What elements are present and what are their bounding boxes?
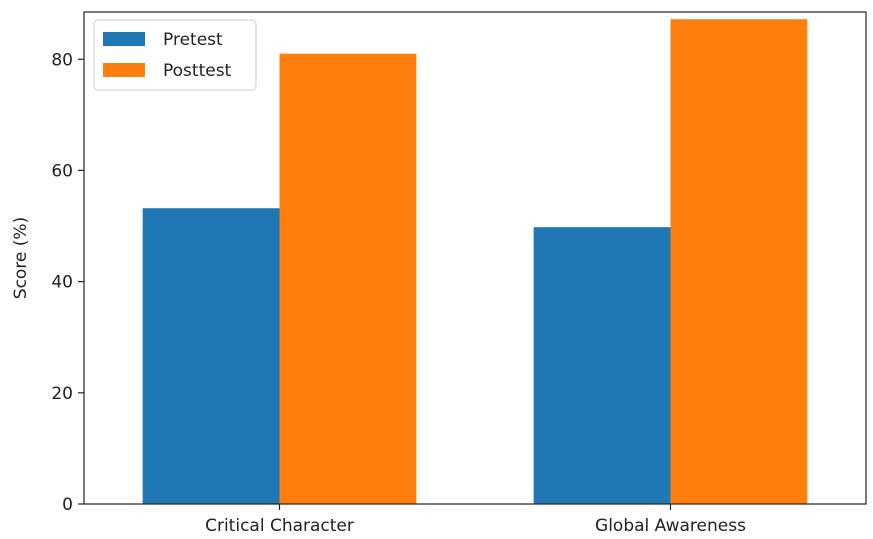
y-tick-label: 20: [51, 384, 73, 404]
y-axis-label: Score (%): [11, 217, 31, 299]
x-tick-label: Global Awareness: [595, 516, 746, 536]
y-axis-ticks: 0 20 40 60 80: [51, 50, 84, 515]
bars-layer: [142, 19, 808, 505]
bar-pretest-1: [533, 227, 671, 505]
y-tick-label: 0: [62, 495, 73, 515]
legend-label-posttest: Posttest: [163, 61, 232, 81]
bar-pretest-0: [142, 208, 280, 504]
legend-label-pretest: Pretest: [163, 30, 223, 50]
legend-swatch-pretest: [103, 32, 145, 46]
bar-posttest-1: [670, 19, 808, 505]
x-axis-ticks: Critical Character Global Awareness: [205, 504, 746, 536]
x-tick-label: Critical Character: [205, 516, 354, 536]
y-tick-label: 80: [51, 50, 73, 70]
y-tick-label: 60: [51, 161, 73, 181]
bar-posttest-0: [279, 53, 417, 504]
y-tick-label: 40: [51, 273, 73, 293]
plot-frame: [83, 11, 867, 505]
legend-swatch-posttest: [103, 63, 145, 77]
legend: Pretest Posttest: [93, 19, 257, 91]
